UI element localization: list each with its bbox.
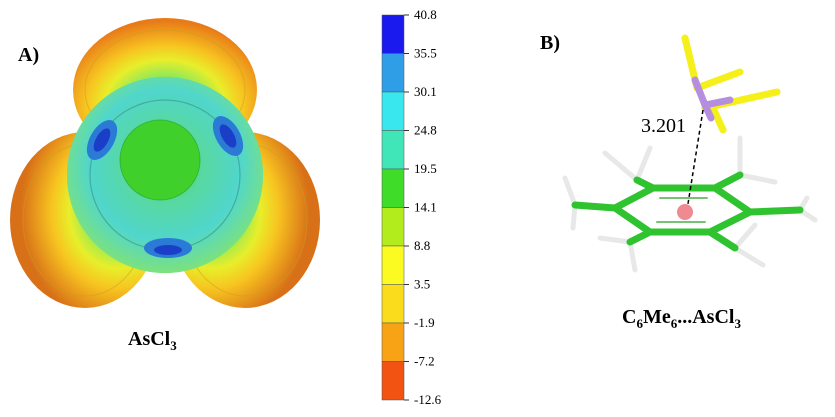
color-scale-segment bbox=[381, 53, 405, 93]
color-scale-segment bbox=[381, 284, 405, 324]
color-scale-tick-label: 8.8 bbox=[414, 238, 430, 253]
color-scale-tick-label: -1.9 bbox=[414, 315, 435, 330]
color-scale-tick-label: 3.5 bbox=[414, 277, 430, 292]
color-scale-segment bbox=[381, 91, 405, 131]
panel-b-label: B) bbox=[540, 32, 560, 54]
color-scale-segment bbox=[381, 14, 405, 54]
color-scale-tick-label: 19.5 bbox=[414, 161, 437, 176]
color-scale-tick-label: 30.1 bbox=[414, 84, 437, 99]
distance-label: 3.201 bbox=[641, 115, 686, 137]
panel-a-caption: AsCl3 bbox=[128, 328, 177, 353]
color-scale-segment bbox=[381, 245, 405, 285]
color-scale-segment bbox=[381, 322, 405, 362]
color-scale-tick-label: 24.8 bbox=[414, 123, 437, 138]
color-scale-segment bbox=[381, 361, 405, 401]
color-scale-tick-label: -12.6 bbox=[414, 392, 442, 407]
panel-b-caption: C6Me6...AsCl3 bbox=[622, 306, 741, 331]
color-scale-tick-label: 14.1 bbox=[414, 200, 437, 215]
color-scale-segment bbox=[381, 207, 405, 247]
color-scale-bar: 40.8 35.5 30.1 24.8 19.5 14.1 8.8 3.5 -1.9 -7.2 -1… bbox=[381, 10, 442, 407]
color-scale-tick-label: 40.8 bbox=[414, 10, 437, 22]
color-scale-tick-label: -7.2 bbox=[414, 354, 435, 369]
color-scale-segment bbox=[381, 130, 405, 170]
esp-surface-image bbox=[10, 18, 320, 308]
color-scale-segment bbox=[381, 168, 405, 208]
molecule-image: 3.201 bbox=[562, 34, 818, 273]
color-scale-tick-label: 35.5 bbox=[414, 46, 437, 61]
panel-a-label: A) bbox=[18, 44, 40, 66]
